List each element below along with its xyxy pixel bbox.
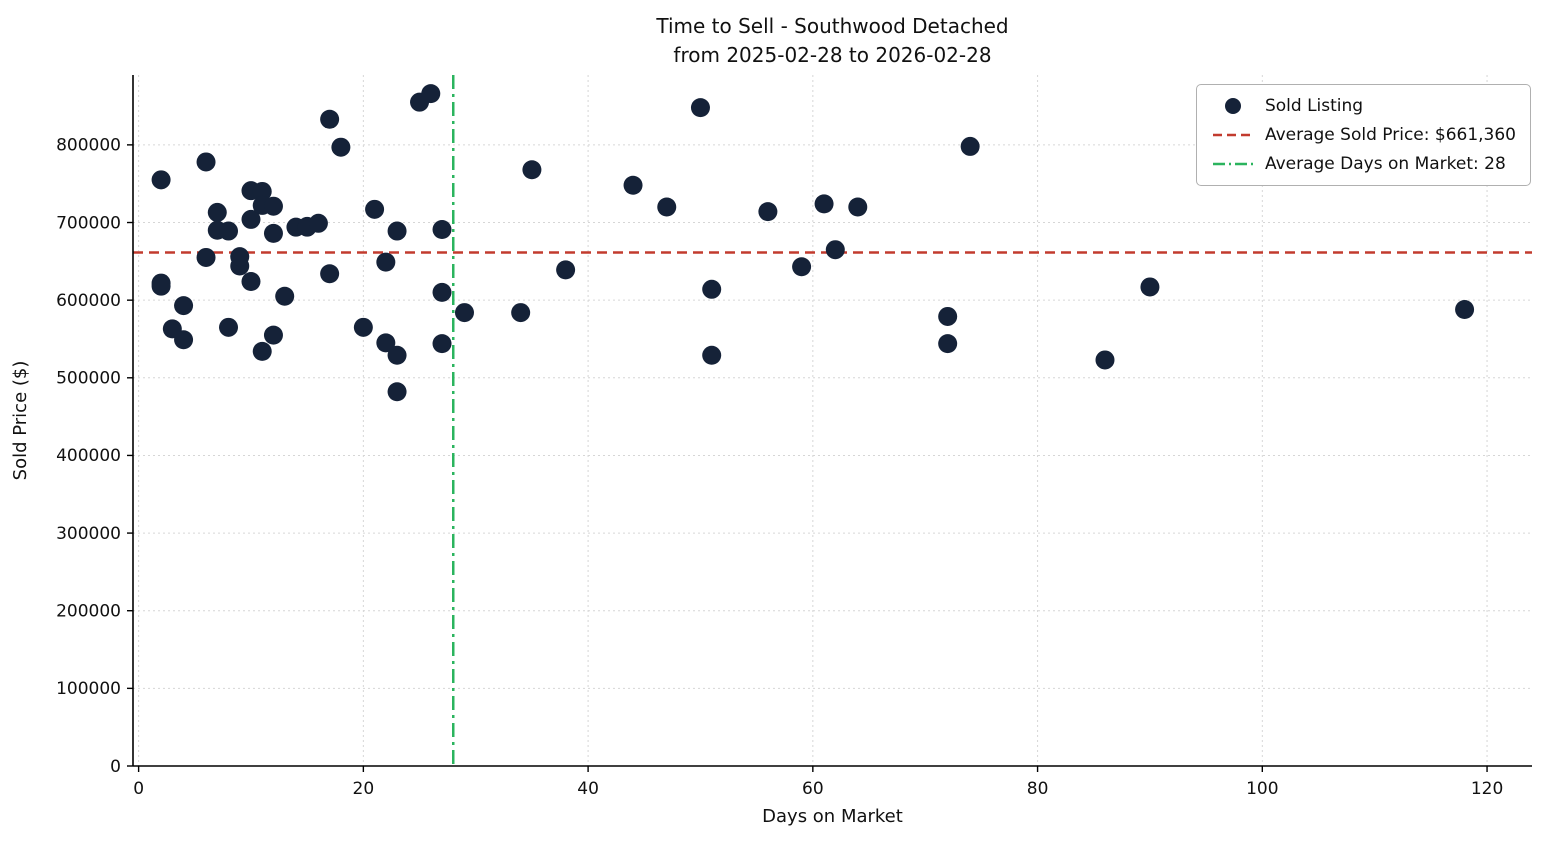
sold-listing-point [241,272,261,292]
x-tick-label: 0 [133,779,144,799]
sold-listing-point [252,341,272,361]
sold-listing-point [207,202,227,222]
sold-listing-point [196,247,216,267]
sold-listing-point [511,303,531,323]
sold-listing-point [522,160,542,180]
sold-listing-point [702,345,722,365]
avg-dom-dashdot-line-icon [1211,155,1255,173]
chart-title-line2: from 2025-02-28 to 2026-02-28 [673,43,992,67]
sold-listing-point [376,333,396,353]
sold-listing-point [690,98,710,118]
sold-listing-point [320,264,340,284]
y-tick-label: 600000 [56,291,121,311]
x-tick-label: 80 [1027,779,1049,799]
sold-listing-point [241,209,261,229]
sold-listing-point [556,260,576,280]
x-tick-label: 20 [353,779,375,799]
sold-listing-point [657,197,677,217]
chart-title: Time to Sell - Southwood Detached from 2… [133,12,1532,70]
sold-listing-point [1455,299,1475,319]
x-tick-label: 40 [577,779,599,799]
sold-listing-point [792,257,812,277]
sold-listing-point [432,334,452,354]
sold-listing-point [938,334,958,354]
x-tick-label: 60 [802,779,824,799]
legend-label-avg-price: Average Sold Price: $661,360 [1264,125,1516,145]
sold-listing-point [263,325,283,345]
legend-label-sold-listing: Sold Listing [1264,96,1364,116]
sold-listing-point [387,221,407,241]
legend-item-avg-price: Average Sold Price: $661,360 [1211,125,1516,145]
sold-listing-point [1140,277,1160,297]
sold-listing-point [387,345,407,365]
x-tick-label: 100 [1246,779,1278,799]
sold-listing-point [365,199,385,219]
sold-listing-point [814,194,834,214]
sold-listing-dot-icon [1211,97,1255,115]
sold-listing-point [275,286,295,306]
sold-listing-point [960,136,980,156]
sold-listing-point [174,330,194,350]
sold-listing-point [263,196,283,216]
sold-listing-point [151,170,171,190]
sold-listing-point [353,317,373,337]
sold-listing-point [421,84,441,104]
y-tick-label: 100000 [56,679,121,699]
sold-listing-point [432,282,452,302]
y-tick-label: 200000 [56,601,121,621]
y-tick-label: 0 [110,757,121,777]
sold-listing-point [758,202,778,222]
x-axis-ticks: 0 20 40 60 80 100 120 [133,766,1503,799]
sold-listing-point [376,252,396,272]
y-tick-label: 700000 [56,213,121,233]
sold-listing-point [938,306,958,326]
sold-listing-point [219,317,239,337]
sold-listing-point [702,279,722,299]
sold-listing-point [196,152,216,172]
chart-title-line1: Time to Sell - Southwood Detached [656,14,1009,38]
sold-listing-point [308,213,328,233]
y-tick-label: 300000 [56,524,121,544]
sold-listing-point [454,303,474,323]
legend-label-avg-dom: Average Days on Market: 28 [1264,154,1506,174]
sold-listing-point [320,109,340,129]
x-axis-label: Days on Market [762,806,903,827]
sold-listing-point [825,240,845,260]
sold-listing-point [432,220,452,240]
sold-listing-point [387,382,407,402]
sold-listing-point [252,181,272,201]
avg-price-dashed-line-icon [1211,126,1255,144]
y-tick-label: 500000 [56,369,121,389]
sold-listing-points [151,84,1475,402]
y-tick-label: 800000 [56,136,121,156]
legend-item-avg-dom: Average Days on Market: 28 [1211,154,1516,174]
sold-listing-point [174,296,194,316]
sold-listing-point [623,175,643,195]
sold-listing-point [230,247,250,267]
sold-listing-point [1095,350,1115,370]
sold-listing-point [219,221,239,241]
x-tick-label: 120 [1471,779,1503,799]
sold-listing-point [848,197,868,217]
legend: Sold Listing Average Sold Price: $661,36… [1195,84,1531,186]
axes-spines [132,75,1532,767]
legend-item-sold-listing: Sold Listing [1211,96,1516,116]
y-tick-label: 400000 [56,446,121,466]
y-axis-ticks: 0 100000 200000 300000 400000 500000 600000 700… [56,136,133,777]
sold-listing-point [151,276,171,296]
sold-listing-point [331,137,351,157]
y-axis-label: Sold Price ($) [10,361,31,481]
sold-listing-point [263,223,283,243]
